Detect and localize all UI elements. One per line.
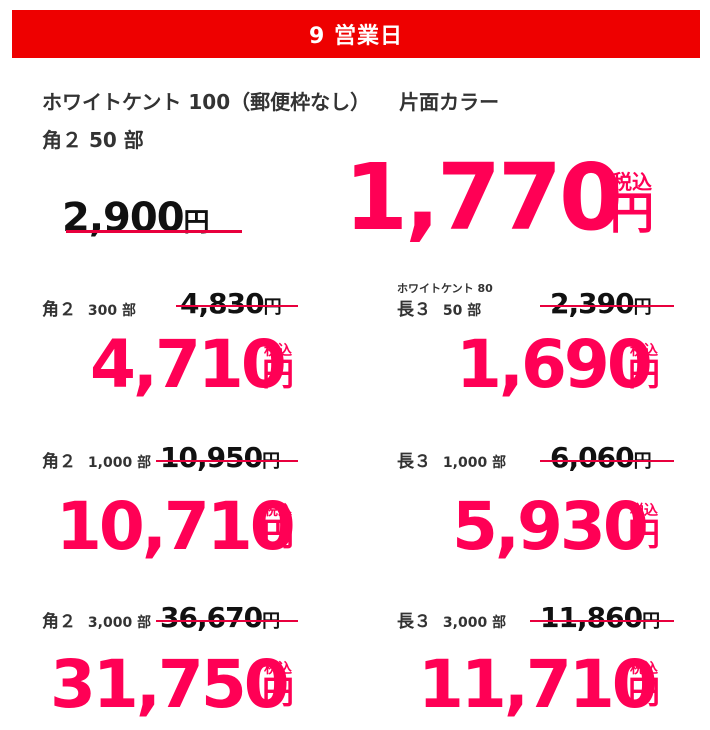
item-size: 角２: [42, 452, 76, 472]
item-label: 角２ 3,000 部: [42, 614, 151, 631]
item-strikethrough: [540, 305, 674, 307]
item-old-price-value: 11,860: [540, 601, 643, 634]
item-yen: 円: [628, 673, 661, 711]
main-spec: 角２ 50 部: [42, 128, 144, 152]
item-yen: 円: [628, 515, 661, 553]
item-old-price-value: 2,390: [550, 287, 635, 320]
item-price: 4,710: [90, 326, 287, 403]
item-tax-label: 税込: [264, 343, 292, 359]
item-price: 5,930: [452, 488, 649, 565]
item-tax-label: 税込: [264, 503, 292, 519]
item-old-yen: 円: [263, 297, 282, 318]
item-yen: 円: [262, 673, 295, 711]
main-tax-label: 税込: [612, 170, 652, 194]
item-qty: 50 部: [442, 303, 482, 319]
delivery-banner: 9 営業日: [12, 10, 700, 58]
item-qty: 300 部: [87, 303, 137, 319]
item-old-price: 4,830円: [180, 290, 282, 318]
item-strikethrough: [176, 305, 298, 307]
item-price: 1,690: [456, 326, 653, 403]
item-tax-label: 税込: [264, 661, 292, 677]
item-yen-stack: 税込 円: [262, 662, 294, 708]
item-qty: 3,000 部: [442, 615, 507, 631]
item-size: 長３: [397, 612, 431, 632]
item-yen-stack: 税込 円: [628, 504, 660, 550]
item-qty: 1,000 部: [87, 455, 152, 471]
item-size: 長３: [397, 300, 431, 320]
item-label: 長３ 3,000 部: [397, 614, 506, 631]
item-strikethrough: [156, 620, 298, 622]
product-title: ホワイトケント 100（郵便枠なし） 片面カラー: [42, 86, 499, 115]
print-type: 片面カラー: [399, 90, 500, 114]
main-old-price-value: 2,900: [62, 195, 185, 241]
item-old-price: 10,950円: [160, 444, 280, 472]
item-old-price: 11,860円: [540, 604, 660, 632]
item-yen-stack: 税込 円: [262, 504, 294, 550]
item-price: 10,710: [56, 488, 296, 565]
item-yen: 円: [262, 355, 295, 393]
item-yen-stack: 税込 円: [262, 344, 294, 390]
item-label: 角２ 1,000 部: [42, 454, 151, 471]
item-old-price-value: 10,950: [160, 441, 263, 474]
item-price: 31,750: [50, 646, 290, 723]
item-strikethrough: [540, 460, 674, 462]
item-size: 角２: [42, 612, 76, 632]
item-size: 角２: [42, 300, 76, 320]
item-yen-stack: 税込 円: [628, 344, 660, 390]
item-old-yen: 円: [633, 297, 652, 318]
item-tax-label: 税込: [630, 343, 658, 359]
item-tax-label: 税込: [630, 661, 658, 677]
item-paper-note: ホワイトケント 80: [397, 282, 493, 295]
item-old-price-value: 36,670: [160, 601, 263, 634]
main-strikethrough: [66, 230, 242, 233]
item-old-price: 2,390円: [550, 290, 652, 318]
item-yen: 円: [628, 355, 661, 393]
item-strikethrough: [530, 620, 674, 622]
main-yen: 円: [610, 188, 654, 239]
item-label: 長３ 1,000 部: [397, 454, 506, 471]
delivery-days-label: 9 営業日: [309, 24, 403, 49]
item-old-price: 36,670円: [160, 604, 280, 632]
item-old-price-value: 6,060: [550, 441, 635, 474]
main-yen-stack: 税込 円: [610, 172, 654, 236]
main-old-yen: 円: [183, 208, 210, 238]
item-label: 角２ 300 部: [42, 302, 136, 319]
item-label: 長３ 50 部: [397, 302, 481, 319]
item-tax-label: 税込: [630, 503, 658, 519]
main-price: 1,770: [344, 144, 623, 251]
item-qty: 1,000 部: [442, 455, 507, 471]
item-qty: 3,000 部: [87, 615, 152, 631]
item-size: 長３: [397, 452, 431, 472]
item-yen-stack: 税込 円: [628, 662, 660, 708]
item-old-price: 6,060円: [550, 444, 652, 472]
product-name: ホワイトケント 100（郵便枠なし）: [42, 90, 371, 114]
item-price: 11,710: [418, 646, 658, 723]
item-old-price-value: 4,830: [180, 287, 265, 320]
item-yen: 円: [262, 515, 295, 553]
item-strikethrough: [156, 460, 298, 462]
